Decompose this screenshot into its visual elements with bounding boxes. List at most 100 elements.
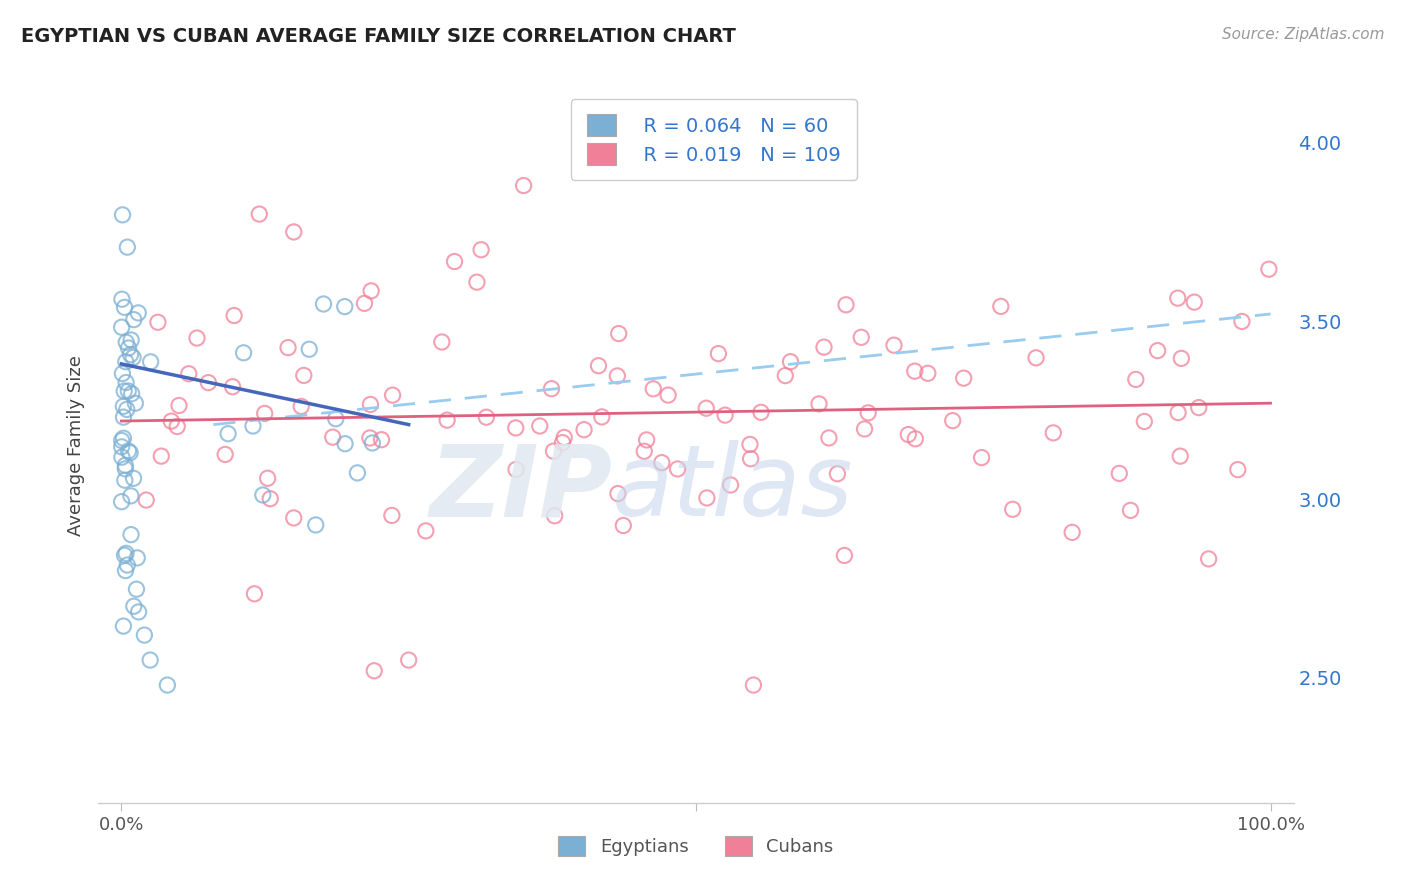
Point — [1025, 351, 1047, 365]
Point — [606, 368, 628, 383]
Point — [657, 388, 679, 402]
Point — [856, 406, 879, 420]
Point — [224, 309, 246, 323]
Point — [115, 376, 138, 390]
Point — [333, 436, 356, 450]
Point — [544, 508, 567, 523]
Point — [346, 466, 368, 480]
Text: atlas: atlas — [613, 441, 853, 537]
Point — [112, 384, 135, 398]
Point — [117, 240, 139, 254]
Point — [359, 431, 381, 445]
Point — [553, 430, 575, 444]
Point — [312, 297, 335, 311]
Point — [904, 364, 927, 378]
Point — [121, 386, 143, 401]
Point — [588, 359, 610, 373]
Point — [1108, 467, 1130, 481]
Point — [156, 678, 179, 692]
Point — [197, 376, 219, 390]
Point — [360, 284, 382, 298]
Point — [112, 410, 135, 425]
Text: Source: ZipAtlas.com: Source: ZipAtlas.com — [1222, 27, 1385, 42]
Point — [150, 449, 173, 463]
Point — [217, 426, 239, 441]
Point — [122, 599, 145, 614]
Point — [990, 299, 1012, 313]
Point — [834, 549, 856, 563]
Legend: Egyptians, Cubans: Egyptians, Cubans — [550, 827, 842, 865]
Point — [124, 396, 146, 410]
Point — [970, 450, 993, 465]
Point — [110, 494, 132, 508]
Point — [612, 518, 634, 533]
Point — [543, 444, 565, 458]
Point — [1146, 343, 1168, 358]
Point — [1168, 449, 1191, 463]
Point — [243, 587, 266, 601]
Point — [714, 408, 737, 422]
Point — [883, 338, 905, 352]
Point — [1170, 351, 1192, 366]
Point — [436, 413, 458, 427]
Point — [125, 582, 148, 597]
Point — [775, 368, 797, 383]
Point — [470, 243, 492, 257]
Point — [529, 419, 551, 434]
Point — [607, 326, 630, 341]
Point — [1133, 414, 1156, 428]
Point — [139, 653, 162, 667]
Point — [277, 341, 299, 355]
Point — [177, 367, 200, 381]
Point — [779, 354, 801, 368]
Point — [160, 414, 183, 428]
Point — [259, 491, 281, 506]
Point — [952, 371, 974, 385]
Text: ZIP: ZIP — [429, 441, 613, 537]
Point — [127, 306, 149, 320]
Point — [186, 331, 208, 345]
Point — [117, 444, 139, 458]
Point — [1257, 262, 1279, 277]
Point — [353, 296, 375, 310]
Point — [742, 678, 765, 692]
Point — [120, 445, 142, 459]
Point — [122, 351, 145, 365]
Y-axis label: Average Family Size: Average Family Size — [66, 356, 84, 536]
Point — [1042, 425, 1064, 440]
Point — [381, 388, 404, 402]
Point — [112, 431, 135, 445]
Point — [591, 409, 613, 424]
Point — [636, 433, 658, 447]
Point — [398, 653, 420, 667]
Point — [359, 397, 381, 411]
Point — [808, 397, 831, 411]
Point — [120, 489, 142, 503]
Point — [167, 399, 190, 413]
Point — [1230, 314, 1253, 328]
Point — [166, 419, 188, 434]
Point — [221, 380, 243, 394]
Point — [298, 343, 321, 357]
Point — [643, 382, 665, 396]
Point — [818, 431, 841, 445]
Point — [572, 423, 595, 437]
Point — [696, 491, 718, 505]
Point — [117, 341, 139, 355]
Point — [415, 524, 437, 538]
Point — [112, 400, 135, 414]
Point — [1188, 401, 1211, 415]
Point — [333, 300, 356, 314]
Point — [738, 437, 761, 451]
Point — [475, 410, 498, 425]
Point — [707, 346, 730, 360]
Point — [853, 422, 876, 436]
Point — [1167, 291, 1189, 305]
Point — [1226, 462, 1249, 476]
Point — [135, 493, 157, 508]
Point — [114, 564, 136, 578]
Point — [720, 478, 742, 492]
Point — [114, 458, 136, 473]
Point — [666, 462, 689, 476]
Point — [363, 664, 385, 678]
